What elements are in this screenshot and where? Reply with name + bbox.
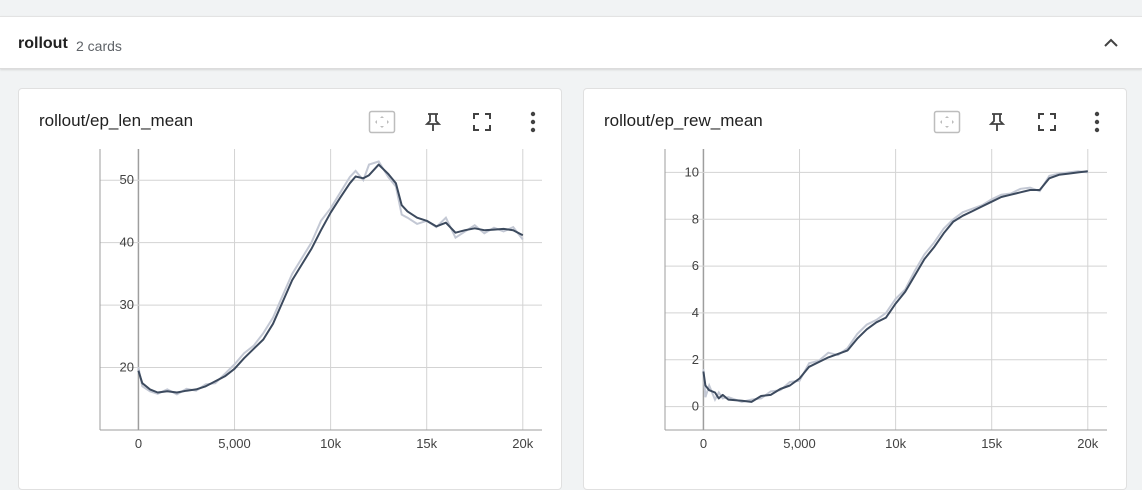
- x-tick-label: 20k: [512, 436, 533, 451]
- x-tick-label: 20k: [1077, 436, 1098, 451]
- scalar-card: rollout/ep_rew_mean 0 5,000 10k 15k 20k 0 2 4 6 8…: [583, 88, 1127, 490]
- pin-icon[interactable]: [419, 109, 447, 135]
- line-chart[interactable]: 0 5,000 10k 15k 20k 0 2 4 6 8 10: [584, 89, 1128, 489]
- smoothed-series-line: [702, 170, 1088, 403]
- card-title: rollout/ep_rew_mean: [604, 111, 763, 130]
- y-tick-label: 10: [685, 164, 699, 179]
- x-tick-label: 10k: [885, 436, 906, 451]
- card-title: rollout/ep_len_mean: [39, 111, 194, 130]
- x-tick-label: 5,000: [783, 436, 816, 451]
- y-tick-label: 2: [692, 352, 699, 367]
- card-group-header: rollout 2 cards: [0, 16, 1142, 69]
- fullscreen-icon[interactable]: [468, 109, 496, 135]
- y-tick-label: 6: [692, 258, 699, 273]
- fullscreen-icon[interactable]: [1033, 109, 1061, 135]
- x-tick-label: 15k: [981, 436, 1002, 451]
- y-tick-label: 30: [120, 297, 134, 312]
- x-tick-label: 15k: [416, 436, 437, 451]
- y-tick-label: 8: [692, 211, 699, 226]
- y-tick-label: 4: [692, 305, 699, 320]
- fit-domain-icon[interactable]: [933, 109, 961, 135]
- y-tick-label: 50: [120, 172, 134, 187]
- x-tick-label: 5,000: [218, 436, 251, 451]
- x-tick-label: 0: [700, 436, 707, 451]
- chevron-up-icon[interactable]: [1100, 32, 1122, 54]
- fit-domain-icon[interactable]: [368, 109, 396, 135]
- y-tick-label: 0: [692, 399, 699, 414]
- more-vert-icon[interactable]: [519, 109, 547, 135]
- x-tick-label: 10k: [320, 436, 341, 451]
- y-tick-label: 40: [120, 235, 134, 250]
- more-vert-icon[interactable]: [1083, 109, 1111, 135]
- smoothed-series-line: [137, 163, 524, 394]
- group-card-count: 2 cards: [76, 38, 122, 54]
- scalar-card: rollout/ep_len_mean 0 5,000 10k 15k 20k 20 30 4…: [18, 88, 562, 490]
- group-title: rollout: [18, 35, 68, 52]
- y-tick-label: 20: [120, 360, 134, 375]
- x-tick-label: 0: [135, 436, 142, 451]
- pin-icon[interactable]: [983, 109, 1011, 135]
- line-chart[interactable]: 0 5,000 10k 15k 20k 20 30 40 50: [19, 89, 563, 489]
